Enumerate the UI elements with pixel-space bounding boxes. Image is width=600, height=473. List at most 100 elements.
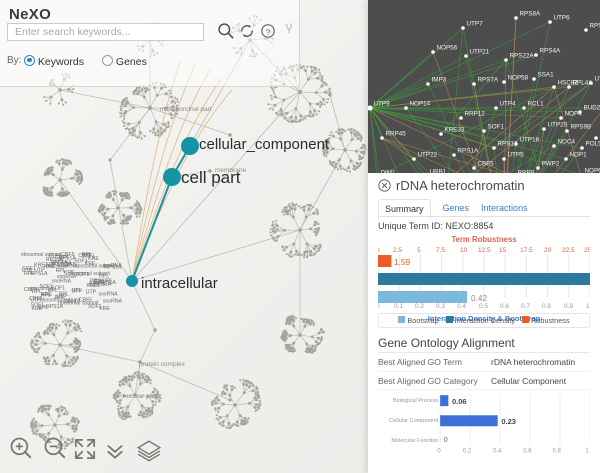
- svg-text:0.5: 0.5: [479, 303, 488, 309]
- svg-text:5: 5: [417, 247, 421, 254]
- svg-text:0.2: 0.2: [463, 448, 471, 454]
- svg-text:RRP45: RRP45: [386, 131, 407, 138]
- svg-text:RRP9: RRP9: [518, 170, 535, 174]
- svg-text:0.8: 0.8: [553, 448, 562, 454]
- svg-text:UTP9: UTP9: [374, 101, 391, 108]
- svg-text:UTP4: UTP4: [500, 101, 517, 108]
- svg-text:UTP7: UTP7: [467, 21, 484, 28]
- svg-text:NOP56: NOP56: [437, 45, 458, 52]
- svg-text:0: 0: [437, 448, 441, 454]
- svg-text:CBF5: CBF5: [61, 252, 74, 258]
- svg-text:NOC4: NOC4: [558, 139, 576, 146]
- svg-text:ribosomal subunit: ribosomal subunit: [58, 300, 99, 306]
- svg-text:ribosomal subunit: ribosomal subunit: [21, 252, 62, 258]
- svg-text:POL5: POL5: [586, 141, 600, 148]
- svg-text:0.6: 0.6: [500, 303, 509, 309]
- svg-text:0.42: 0.42: [471, 293, 488, 303]
- svg-text:cell part: cell part: [181, 168, 241, 187]
- svg-text:CBF5: CBF5: [478, 161, 495, 168]
- svg-text:0.23: 0.23: [501, 417, 516, 426]
- svg-text:?: ?: [266, 27, 270, 36]
- svg-text:Cellular Component: Cellular Component: [389, 418, 439, 424]
- svg-text:RRP12: RRP12: [465, 111, 486, 118]
- svg-text:0.3: 0.3: [436, 303, 445, 309]
- svg-text:UTP: UTP: [56, 294, 67, 300]
- svg-text:0: 0: [378, 303, 380, 309]
- svg-text:0.06: 0.06: [452, 397, 467, 406]
- svg-text:BUD21: BUD21: [584, 105, 600, 112]
- svg-text:0.4: 0.4: [457, 303, 466, 309]
- svg-text:UTP22: UTP22: [418, 152, 438, 159]
- svg-text:22.5: 22.5: [562, 247, 575, 254]
- svg-text:SOF1: SOF1: [31, 303, 45, 309]
- svg-text:CBF5: CBF5: [29, 296, 42, 302]
- svg-text:0.8: 0.8: [542, 303, 551, 309]
- svg-text:snoRNA: snoRNA: [52, 279, 72, 285]
- svg-text:snoRNA: snoRNA: [98, 291, 118, 297]
- svg-text:1: 1: [585, 448, 588, 454]
- svg-text:0.2: 0.2: [415, 303, 424, 309]
- svg-text:snoRNA: snoRNA: [102, 263, 122, 269]
- svg-text:RPS22A: RPS22A: [510, 53, 535, 60]
- svg-text:RPS4A: RPS4A: [540, 48, 561, 55]
- svg-text:CBF5: CBF5: [24, 287, 37, 293]
- svg-text:NOP6: NOP6: [585, 168, 600, 174]
- svg-text:1: 1: [586, 303, 590, 309]
- svg-text:RPS17B: RPS17B: [590, 23, 600, 30]
- svg-text:UTP21: UTP21: [470, 49, 490, 56]
- svg-text:10: 10: [460, 247, 468, 254]
- svg-text:RPS8A: RPS8A: [520, 11, 541, 18]
- svg-text:precursor: precursor: [46, 264, 68, 270]
- svg-text:snoRNA: snoRNA: [103, 299, 123, 305]
- svg-text:Molecular Function: Molecular Function: [391, 438, 438, 444]
- svg-text:PWP2: PWP2: [542, 161, 560, 168]
- svg-text:0: 0: [378, 247, 380, 254]
- svg-text:UTP5: UTP5: [508, 152, 525, 159]
- svg-text:nuclear part: nuclear part: [123, 393, 158, 400]
- svg-text:KRE33: KRE33: [445, 127, 465, 134]
- svg-text:RPS7A: RPS7A: [478, 77, 499, 84]
- svg-text:25: 25: [584, 247, 590, 254]
- svg-text:IMP3: IMP3: [432, 77, 447, 84]
- svg-text:protein complex: protein complex: [139, 361, 186, 368]
- svg-text:7.5: 7.5: [436, 247, 445, 254]
- svg-text:KRE: KRE: [99, 306, 110, 312]
- svg-text:UTP18: UTP18: [520, 137, 540, 144]
- svg-text:1.59: 1.59: [394, 257, 411, 267]
- svg-text:RPS9B: RPS9B: [571, 124, 592, 131]
- svg-text:RPL: RPL: [72, 288, 82, 294]
- svg-text:UTP6: UTP6: [554, 15, 571, 22]
- svg-text:RPS1A: RPS1A: [458, 148, 479, 155]
- svg-text:intracellular: intracellular: [141, 275, 218, 292]
- svg-text:RPL: RPL: [24, 271, 34, 277]
- svg-text:RCL1: RCL1: [528, 101, 545, 108]
- svg-text:0.4: 0.4: [493, 448, 502, 454]
- svg-text:RPL: RPL: [48, 288, 58, 294]
- svg-text:0.6: 0.6: [523, 448, 532, 454]
- svg-text:UTP: UTP: [86, 290, 97, 296]
- svg-text:KRE: KRE: [34, 263, 45, 269]
- svg-text:RPL: RPL: [94, 279, 104, 285]
- svg-text:15: 15: [499, 247, 507, 254]
- svg-text:RPL: RPL: [99, 273, 109, 279]
- svg-text:0.7: 0.7: [521, 303, 530, 309]
- svg-text:2.5: 2.5: [393, 247, 402, 254]
- svg-text:20: 20: [544, 247, 552, 254]
- svg-text:UTP20: UTP20: [548, 122, 568, 129]
- svg-text:NOP1: NOP1: [570, 152, 588, 159]
- svg-text:DIM1: DIM1: [381, 170, 397, 174]
- svg-text:UTP13: UTP13: [595, 76, 600, 83]
- svg-text:0.9: 0.9: [564, 303, 573, 309]
- svg-text:0: 0: [444, 436, 448, 444]
- svg-text:NOP58: NOP58: [508, 75, 529, 82]
- svg-text:0.1: 0.1: [394, 303, 403, 309]
- svg-text:cellular_component: cellular_component: [199, 136, 330, 153]
- svg-text:SSA1: SSA1: [538, 72, 555, 79]
- svg-text:Biological Process: Biological Process: [393, 398, 439, 404]
- svg-text:12.5: 12.5: [478, 247, 491, 254]
- svg-text:17.5: 17.5: [520, 247, 533, 254]
- svg-text:SOF1: SOF1: [488, 124, 505, 131]
- svg-text:NOP14: NOP14: [410, 101, 431, 108]
- svg-text:URB1: URB1: [430, 169, 447, 174]
- svg-text:mitochondrial part: mitochondrial part: [160, 106, 212, 113]
